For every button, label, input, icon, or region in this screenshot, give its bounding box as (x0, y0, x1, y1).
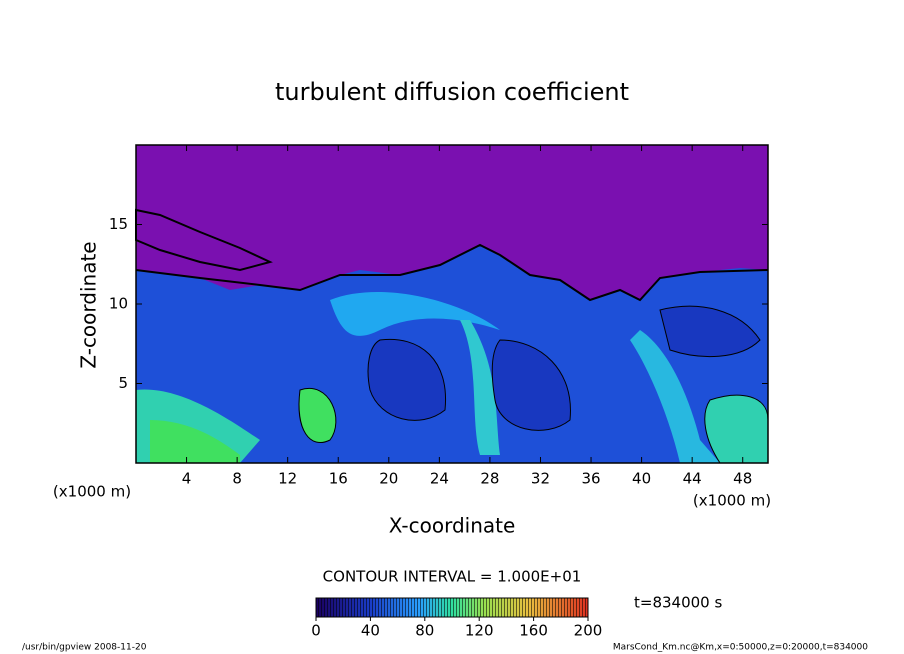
y-tick-label: 10 (109, 295, 128, 313)
y-unit: (x1000 m) (53, 483, 131, 501)
contour-field (135, 145, 769, 464)
colorbar-tick-label: 160 (519, 622, 548, 640)
colorbar-tick-label: 80 (415, 622, 434, 640)
colorbar-tick-label: 120 (465, 622, 494, 640)
x-tick-label: 4 (182, 470, 192, 488)
x-tick-label: 8 (232, 470, 242, 488)
time-label: t=834000 s (634, 594, 722, 612)
x-tick-label: 48 (733, 470, 752, 488)
chart-title: turbulent diffusion coefficient (275, 78, 629, 106)
x-tick-label: 36 (581, 470, 600, 488)
x-tick-label: 16 (329, 470, 348, 488)
colorbar-tick-label: 40 (361, 622, 380, 640)
x-axis-label: X-coordinate (389, 514, 516, 538)
x-tick-label: 44 (683, 470, 702, 488)
y-tick-label: 15 (109, 215, 128, 233)
x-tick-label: 24 (430, 470, 449, 488)
colorbar-tick-label: 200 (574, 622, 603, 640)
x-tick-label: 28 (480, 470, 499, 488)
contour-interval: CONTOUR INTERVAL = 1.000E+01 (323, 568, 582, 586)
colorbar-tick-label: 0 (311, 622, 321, 640)
x-unit: (x1000 m) (693, 492, 771, 510)
x-tick-label: 12 (278, 470, 297, 488)
y-axis-label: Z-coordinate (77, 241, 101, 368)
x-tick-label: 20 (379, 470, 398, 488)
footer-right: MarsCond_Km.nc@Km,x=0:50000,z=0:20000,t=… (613, 643, 868, 653)
y-tick-label: 5 (118, 374, 128, 392)
colorbar-stripes (315, 597, 589, 618)
x-tick-label: 40 (632, 470, 651, 488)
x-tick-label: 32 (531, 470, 550, 488)
footer-left: /usr/bin/gpview 2008-11-20 (22, 643, 147, 653)
